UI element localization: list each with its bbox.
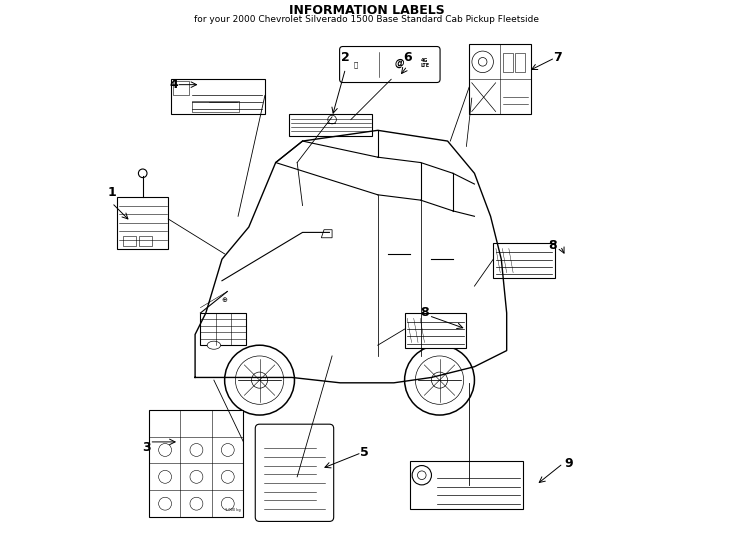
Text: 8: 8 xyxy=(548,239,556,252)
Text: INFORMATION LABELS: INFORMATION LABELS xyxy=(289,4,445,17)
Bar xyxy=(289,114,372,136)
Text: 3: 3 xyxy=(142,441,151,454)
Text: @: @ xyxy=(394,58,404,68)
Bar xyxy=(515,53,525,72)
Bar xyxy=(150,410,244,517)
Ellipse shape xyxy=(207,341,221,349)
FancyBboxPatch shape xyxy=(255,424,334,522)
Bar xyxy=(200,313,246,345)
Bar xyxy=(171,79,265,114)
Bar xyxy=(469,44,531,114)
Text: 4: 4 xyxy=(170,78,178,91)
Bar xyxy=(493,243,555,278)
Bar xyxy=(139,236,152,246)
Text: 📶: 📶 xyxy=(354,61,358,68)
Text: 6: 6 xyxy=(403,51,412,64)
FancyBboxPatch shape xyxy=(340,46,440,83)
Text: 2: 2 xyxy=(341,51,350,64)
Text: 1: 1 xyxy=(107,186,116,199)
Bar xyxy=(404,313,466,348)
Text: 5: 5 xyxy=(360,446,368,459)
Bar xyxy=(117,198,168,248)
Text: 9: 9 xyxy=(564,457,573,470)
Text: 7: 7 xyxy=(553,51,562,64)
Bar xyxy=(192,101,239,112)
Text: 1,000 kg: 1,000 kg xyxy=(225,508,241,512)
Text: ⊕: ⊕ xyxy=(222,296,228,302)
Text: 4G
LTE: 4G LTE xyxy=(420,58,429,69)
Text: for your 2000 Chevrolet Silverado 1500 Base Standard Cab Pickup Fleetside: for your 2000 Chevrolet Silverado 1500 B… xyxy=(195,15,539,24)
Bar xyxy=(410,461,523,509)
Text: 8: 8 xyxy=(420,307,429,320)
Bar xyxy=(503,53,513,72)
Bar xyxy=(172,81,189,95)
Bar xyxy=(123,236,136,246)
